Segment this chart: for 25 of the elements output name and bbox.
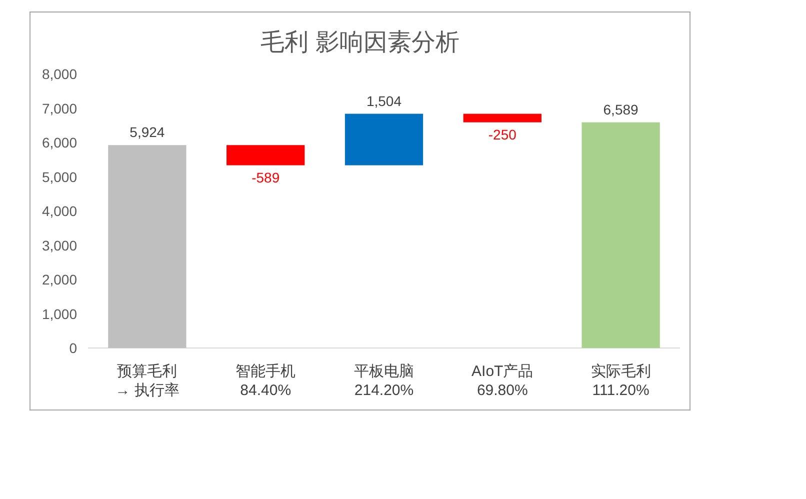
y-tick-label: 7,000 (42, 100, 78, 116)
data-label: 5,924 (130, 124, 165, 140)
chart-title: 毛利 影响因素分析 (260, 29, 460, 56)
x-tick-label: 平板电脑 214.20% (354, 363, 414, 399)
y-tick-label: 1,000 (42, 306, 78, 322)
x-tick-label: 实际毛利 111.20% (590, 363, 651, 399)
data-label: -250 (488, 126, 517, 142)
x-tick-label: 预算毛利 → 执行率 (115, 363, 180, 399)
x-tick-label: AIoT产品 69.80% (472, 363, 534, 399)
data-label: -589 (252, 169, 280, 186)
bar (108, 145, 186, 348)
bar (344, 114, 424, 166)
y-tick-label: 0 (69, 340, 78, 356)
bar (226, 145, 305, 166)
y-tick-label: 5,000 (42, 168, 78, 185)
x-tick-label: 智能手机 84.40% (236, 363, 296, 399)
y-tick-label: 3,000 (42, 237, 78, 254)
bar (582, 122, 660, 348)
y-tick-label: 2,000 (42, 272, 78, 288)
y-tick-label: 6,000 (42, 134, 78, 150)
bar (463, 114, 542, 122)
data-label: 1,504 (366, 92, 402, 109)
y-tick-label: 8,000 (42, 66, 78, 82)
y-tick-label: 4,000 (42, 203, 78, 219)
data-label: 6,589 (603, 101, 639, 118)
